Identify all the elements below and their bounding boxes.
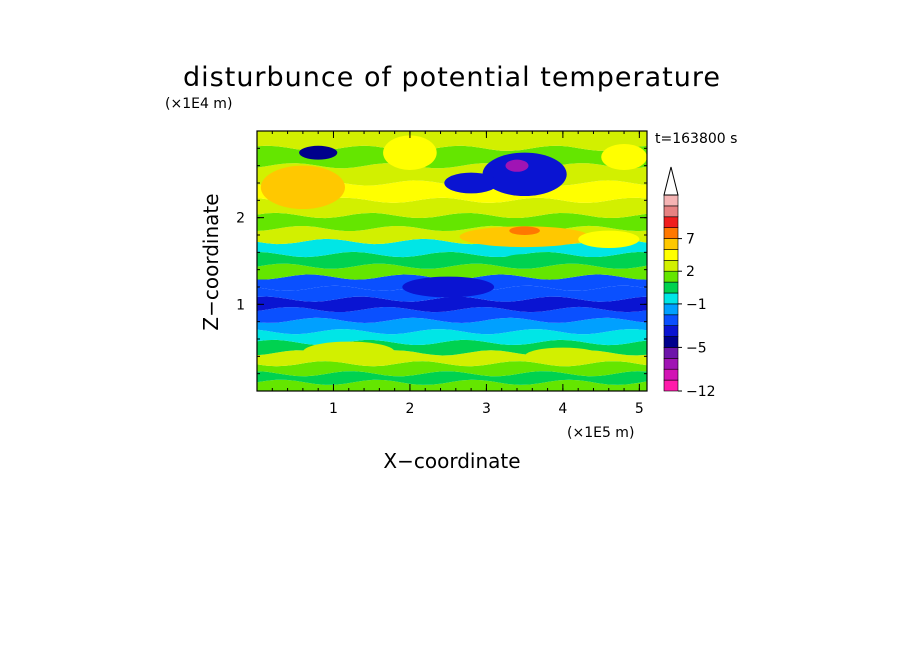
contour-band <box>257 131 647 151</box>
contour-band <box>257 379 647 391</box>
contour-blob <box>383 135 437 170</box>
colorbar-tick-label: −5 <box>686 340 707 356</box>
colorbar-swatch <box>663 368 679 381</box>
colorbar-swatch <box>663 347 679 359</box>
colorbar-swatch <box>663 270 679 283</box>
contour-band <box>257 263 647 280</box>
contour-band <box>257 212 647 232</box>
colorbar-swatch <box>663 357 679 370</box>
colorbar-swatch <box>663 314 679 326</box>
colorbar-tick-label: 7 <box>686 232 695 248</box>
x-tick-label: 1 <box>329 401 338 417</box>
y-scale-note: (×1E4 m) <box>165 96 232 112</box>
contour-band <box>257 306 647 323</box>
contour-band <box>257 296 647 313</box>
x-tick-label: 5 <box>635 401 644 417</box>
colorbar-swatch <box>663 325 679 337</box>
colorbar-tick-label: −1 <box>686 297 707 313</box>
contour-blob <box>501 254 548 268</box>
colorbar-tick-label: 2 <box>686 264 695 280</box>
contour-blob <box>505 159 529 172</box>
x-tick-label: 2 <box>405 401 414 417</box>
y-axis-label: Z−coordinate <box>199 193 223 330</box>
x-tick-label: 3 <box>482 401 491 417</box>
y-tick-label: 1 <box>236 297 245 313</box>
contour-band <box>257 361 647 377</box>
contour-blob <box>459 226 590 248</box>
colorbar-swatch <box>663 249 679 261</box>
colorbar-swatch <box>663 194 679 207</box>
colorbar-extend-arrow <box>663 166 679 196</box>
contour-blob <box>482 152 567 196</box>
contour-blob <box>402 276 495 298</box>
colorbar-swatch <box>663 205 679 218</box>
colorbar-swatch <box>663 281 679 294</box>
colorbar-swatch <box>663 238 679 250</box>
x-axis-label: X−coordinate <box>383 449 520 473</box>
time-label: t=163800 s <box>655 131 737 147</box>
contour-blob <box>299 145 338 160</box>
colorbar-swatch <box>663 379 679 392</box>
x-tick-label: 4 <box>558 401 567 417</box>
contour-blob <box>302 341 395 363</box>
contour-blob <box>578 230 640 248</box>
chart-title: disturbunce of potential temperature <box>183 62 721 93</box>
colorbar-swatch <box>663 336 679 348</box>
contour-band <box>257 251 647 269</box>
colorbar-swatch <box>663 216 679 229</box>
contour-band <box>257 329 647 346</box>
contour-blob <box>601 144 647 170</box>
x-scale-note: (×1E5 m) <box>567 425 634 441</box>
contour-blob <box>260 165 345 209</box>
contour-blob <box>509 226 540 235</box>
contour-field <box>257 131 647 391</box>
contour-blob <box>524 347 602 365</box>
contour-band <box>257 371 647 385</box>
colorbar: −12−5−127 <box>663 166 716 400</box>
y-axis-ticks: 12 <box>236 147 647 375</box>
contour-blob <box>444 172 498 194</box>
contour-band <box>257 197 647 219</box>
contour-band <box>257 317 647 335</box>
y-tick-label: 2 <box>236 211 245 227</box>
colorbar-swatch <box>663 259 679 272</box>
colorbar-swatch <box>663 303 679 316</box>
colorbar-swatch <box>663 227 679 239</box>
x-axis-ticks: 1 2 3 4 5 <box>271 131 644 417</box>
colorbar-tick-label: −12 <box>686 384 716 400</box>
plot-frame <box>256 130 648 392</box>
colorbar-swatch <box>663 292 679 305</box>
